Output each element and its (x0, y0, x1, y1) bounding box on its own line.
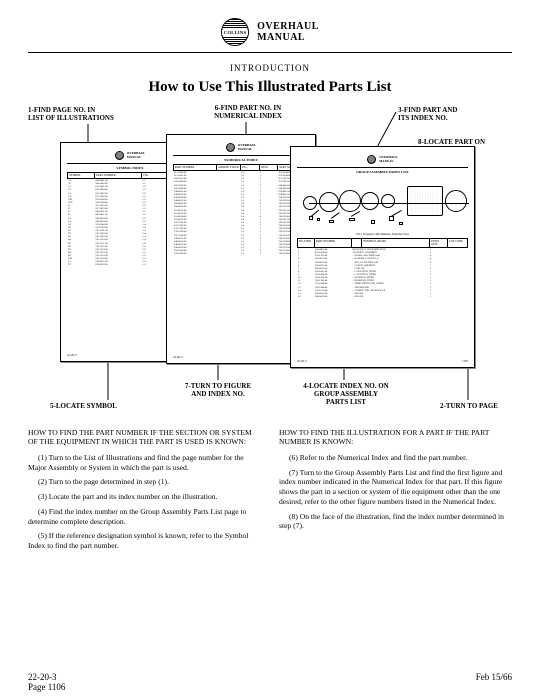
mini-logo-icon (226, 143, 235, 152)
page-number: Page 1106 (28, 682, 65, 692)
step-2: (2) Turn to the page determined in step … (28, 477, 261, 487)
header-text: OVERHAUL MANUAL (257, 21, 319, 44)
step-6: (6) Refer to the Numerical Index and fin… (279, 453, 512, 463)
right-heading: HOW TO FIND THE ILLUSTRATION FOR A PART … (279, 428, 512, 447)
step-5: (5) If the reference designation symbol … (28, 531, 261, 550)
mini3-title: GROUP ASSEMBLY PARTS LIST (297, 170, 468, 174)
logo-text: COLLINS (222, 29, 248, 36)
collins-logo: COLLINS (221, 18, 249, 46)
exploded-caption: 370-1 Frequency Discriminator Exploded V… (297, 233, 468, 236)
diagram-area: 1-FIND PAGE NO. INLIST OF ILLUSTRATIONS … (28, 104, 512, 422)
left-column: HOW TO FIND THE PART NUMBER IF THE SECTI… (28, 428, 261, 556)
document-header: COLLINS OVERHAUL MANUAL (28, 18, 512, 46)
right-column: HOW TO FIND THE ILLUSTRATION FOR A PART … (279, 428, 512, 556)
page-footer: 22-20-3 Page 1106 Feb 15/66 (28, 672, 512, 692)
mini3-thead: FIG ITEMPART NUMBERNOMENCLATUREUNITS ASS… (297, 238, 468, 248)
mini-page-group-assembly: OVERHAUL MANUAL GROUP ASSEMBLY PARTS LIS… (290, 146, 475, 368)
step-7: (7) Turn to the Group Assembly Parts Lis… (279, 468, 512, 507)
footer-date: Feb 15/66 (476, 672, 512, 692)
mini2-rows: 013-1000-001-13352-0144-00 013-1001-001-… (173, 171, 309, 255)
mini-logo-icon (367, 155, 376, 164)
mini3-rows: 1546-0001-00FREQUENCY DISCRIMINATOR1 201… (297, 248, 468, 298)
header-rule (28, 52, 512, 53)
page-title: How to Use This Illustrated Parts List (28, 79, 512, 96)
left-heading: HOW TO FIND THE PART NUMBER IF THE SECTI… (28, 428, 261, 447)
page-root: COLLINS OVERHAUL MANUAL INTRODUCTION How… (0, 0, 540, 700)
mini-logo-icon (115, 151, 124, 160)
doc-number: 22-20-3 (28, 672, 65, 682)
mini2-title: NUMERICAL INDEX (173, 158, 309, 162)
step-8: (8) On the face of the illustration, fin… (279, 512, 512, 531)
step-3: (3) Locate the part and its index number… (28, 492, 261, 502)
mini2-thead: PART NUMBERAIRLINE STOCKFIG.ITEMPART NUM… (173, 164, 309, 171)
step-1: (1) Turn to the List of Illustrations an… (28, 453, 261, 472)
header-line2: MANUAL (257, 32, 319, 44)
body-columns: HOW TO FIND THE PART NUMBER IF THE SECTI… (28, 428, 512, 556)
header-line1: OVERHAUL (257, 21, 319, 33)
section-label: INTRODUCTION (28, 63, 512, 73)
exploded-view (299, 176, 466, 231)
step-4: (4) Find the index number on the Group A… (28, 507, 261, 526)
footer-left: 22-20-3 Page 1106 (28, 672, 65, 692)
